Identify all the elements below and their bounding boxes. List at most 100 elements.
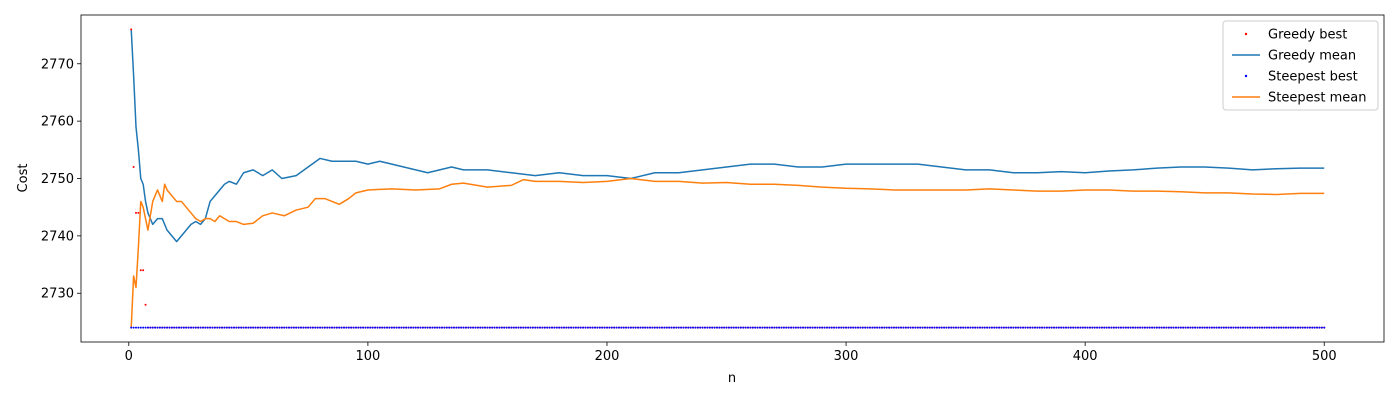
series-point-2	[1282, 326, 1285, 329]
series-point-2	[1079, 326, 1082, 329]
series-point-0	[139, 269, 142, 272]
series-point-2	[677, 326, 680, 329]
legend-label: Greedy best	[1268, 28, 1347, 43]
y-axis: 2730 2740 2750 2760 2770	[41, 57, 81, 302]
series-point-2	[450, 326, 453, 329]
series-point-2	[888, 326, 891, 329]
series-point-2	[166, 326, 169, 329]
series-point-2	[249, 326, 252, 329]
series-point-2	[340, 326, 343, 329]
series-point-2	[639, 326, 642, 329]
series-point-2	[197, 326, 200, 329]
series-point-2	[503, 326, 506, 329]
series-point-2	[641, 326, 644, 329]
series-point-2	[539, 326, 542, 329]
series-point-2	[586, 326, 589, 329]
series-point-2	[608, 326, 611, 329]
series-point-2	[1186, 326, 1189, 329]
series-point-2	[1036, 326, 1039, 329]
series-point-2	[1067, 326, 1070, 329]
series-point-2	[1098, 326, 1101, 329]
series-point-2	[680, 326, 683, 329]
series-point-2	[629, 326, 632, 329]
series-point-2	[1017, 326, 1020, 329]
series-point-2	[381, 326, 384, 329]
x-tick-label: 100	[355, 349, 380, 364]
series-point-2	[500, 326, 503, 329]
series-point-2	[1019, 326, 1022, 329]
series-point-2	[744, 326, 747, 329]
series-point-2	[178, 326, 181, 329]
series-point-0	[134, 211, 137, 214]
series-point-2	[617, 326, 620, 329]
series-point-2	[1045, 326, 1048, 329]
series-point-2	[311, 326, 314, 329]
series-point-2	[546, 326, 549, 329]
series-point-2	[1050, 326, 1053, 329]
series-point-2	[706, 326, 709, 329]
series-point-2	[333, 326, 336, 329]
legend-label: Steepest best	[1268, 70, 1358, 85]
series-point-2	[455, 326, 458, 329]
series-point-2	[828, 326, 831, 329]
series-point-2	[986, 326, 989, 329]
series-point-2	[704, 326, 707, 329]
series-point-2	[168, 326, 171, 329]
series-point-2	[845, 326, 848, 329]
series-point-0	[130, 28, 133, 31]
series-point-2	[510, 326, 513, 329]
series-point-2	[321, 326, 324, 329]
series-point-2	[565, 326, 568, 329]
series-point-2	[1014, 326, 1017, 329]
series-point-2	[469, 326, 472, 329]
series-point-2	[359, 326, 362, 329]
series-point-2	[758, 326, 761, 329]
series-point-2	[582, 326, 585, 329]
series-point-2	[472, 326, 475, 329]
series-point-2	[562, 326, 565, 329]
series-point-2	[1172, 326, 1175, 329]
series-point-2	[718, 326, 721, 329]
series-point-2	[1076, 326, 1079, 329]
series-point-2	[1273, 326, 1276, 329]
legend-label: Steepest mean	[1268, 91, 1366, 106]
series-point-2	[314, 326, 317, 329]
series-point-2	[947, 326, 950, 329]
series-point-2	[357, 326, 360, 329]
series-point-2	[914, 326, 917, 329]
series-point-2	[335, 326, 338, 329]
series-point-2	[400, 326, 403, 329]
series-point-2	[1033, 326, 1036, 329]
series-point-2	[907, 326, 910, 329]
series-point-2	[780, 326, 783, 329]
series-point-2	[134, 326, 137, 329]
series-point-2	[519, 326, 522, 329]
series-point-2	[309, 326, 312, 329]
series-point-2	[237, 326, 240, 329]
series-point-2	[1084, 326, 1087, 329]
series-point-2	[605, 326, 608, 329]
series-point-2	[594, 326, 597, 329]
series-point-2	[993, 326, 996, 329]
series-point-2	[912, 326, 915, 329]
series-point-2	[517, 326, 520, 329]
series-point-2	[1093, 326, 1096, 329]
series-point-2	[809, 326, 812, 329]
series-point-2	[778, 326, 781, 329]
series-point-2	[775, 326, 778, 329]
series-point-2	[244, 326, 247, 329]
series-point-2	[981, 326, 984, 329]
series-point-2	[1299, 326, 1302, 329]
series-point-2	[1048, 326, 1051, 329]
series-point-2	[1134, 326, 1137, 329]
series-point-2	[1249, 326, 1252, 329]
series-point-2	[151, 326, 154, 329]
series-point-2	[1057, 326, 1060, 329]
series-point-2	[1304, 326, 1307, 329]
series-point-2	[1263, 326, 1266, 329]
legend-box	[1222, 20, 1379, 111]
series-point-2	[1182, 326, 1185, 329]
series-point-2	[802, 326, 805, 329]
y-tick-label: 2730	[41, 287, 74, 302]
series-point-2	[242, 326, 245, 329]
